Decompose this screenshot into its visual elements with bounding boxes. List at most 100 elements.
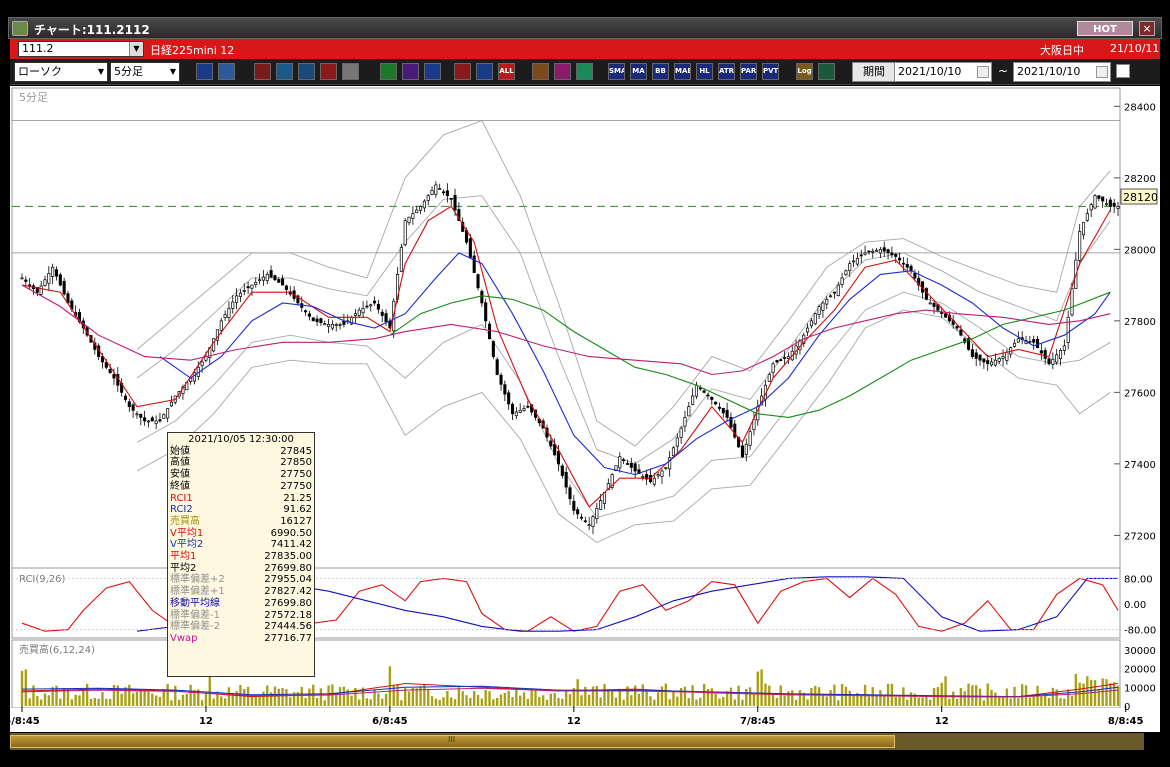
data-window-value: 6990.50 <box>270 527 312 539</box>
hot-button[interactable]: HOT <box>1077 21 1133 36</box>
volume-bar <box>327 685 330 706</box>
candle-body <box>231 301 235 309</box>
candle-body <box>913 273 917 279</box>
settings-icon[interactable] <box>532 63 549 80</box>
grip-icon[interactable]: III <box>448 735 456 744</box>
volume-bar <box>994 692 997 706</box>
candle2-icon[interactable] <box>476 63 493 80</box>
volume-bar <box>549 693 553 706</box>
candle-body <box>955 326 959 329</box>
date-to-input[interactable]: 2021/10/10 <box>1013 62 1111 82</box>
close-icon[interactable]: × <box>1139 21 1155 36</box>
period-button[interactable]: 期間 <box>852 62 896 82</box>
screen-icon[interactable] <box>818 63 835 80</box>
pencil-icon[interactable] <box>380 63 397 80</box>
atr-icon[interactable]: ATR <box>718 63 735 80</box>
hl-icon[interactable]: HL <box>696 63 713 80</box>
candle-body <box>154 420 158 425</box>
volume-bar <box>20 670 24 706</box>
candle-body <box>330 324 334 329</box>
mae-icon[interactable]: MAE <box>674 63 691 80</box>
candle-body <box>426 195 430 201</box>
symbol-select[interactable]: 111.2 ▼ <box>18 41 144 57</box>
volume-bar <box>810 687 813 706</box>
candle-body <box>622 459 626 462</box>
candle-body <box>829 295 833 298</box>
brush-icon[interactable] <box>554 63 571 80</box>
candle-body <box>51 266 55 277</box>
cursor-icon[interactable] <box>402 63 419 80</box>
candle-body <box>591 516 595 527</box>
candle-body <box>560 465 564 476</box>
candle-body <box>150 417 154 422</box>
volume-bar <box>258 695 261 706</box>
volume-bar <box>396 684 399 706</box>
sma-icon[interactable]: SMA <box>608 63 625 80</box>
pvt-icon[interactable]: PVT <box>762 63 779 80</box>
interval-select[interactable]: 5分足 ▼ <box>110 62 180 82</box>
candle-body <box>1012 342 1017 347</box>
grid-icon[interactable] <box>218 63 235 80</box>
calendar-icon[interactable] <box>977 66 989 78</box>
current-price-value: 28120 <box>1123 191 1158 204</box>
calendar-icon[interactable] <box>1096 66 1108 78</box>
bars-icon[interactable] <box>298 63 315 80</box>
candle-icon[interactable] <box>454 63 471 80</box>
volume-bar <box>741 699 744 706</box>
zoom-icon[interactable] <box>196 63 213 80</box>
ma-icon[interactable]: MA <box>630 63 647 80</box>
all-icon[interactable]: ALL <box>498 63 515 80</box>
candle-body <box>265 274 269 281</box>
volume-bar <box>564 691 568 706</box>
data-window-label: 売買高 <box>170 515 200 527</box>
data-window-value: 27444.56 <box>264 621 312 633</box>
volume-bar <box>438 699 441 706</box>
log-icon[interactable]: Log <box>796 63 813 80</box>
volume-bar <box>120 693 123 706</box>
volume-bar <box>254 694 257 706</box>
volume-bar <box>944 676 947 706</box>
disabled-icon[interactable] <box>342 63 359 80</box>
volume-bar <box>112 684 116 706</box>
chevron-down-icon[interactable]: ▼ <box>97 67 105 76</box>
volume-bar <box>411 688 415 706</box>
bb-icon[interactable]: BB <box>652 63 669 80</box>
chevron-down-icon[interactable]: ▼ <box>169 67 177 76</box>
candle-body <box>990 361 994 366</box>
candle-body <box>1070 288 1074 316</box>
candle-body <box>43 279 47 286</box>
arrow-down-icon[interactable] <box>254 63 271 80</box>
para-icon[interactable]: PARA <box>740 63 757 80</box>
candle-body <box>1016 338 1020 343</box>
candle-body <box>219 320 223 331</box>
horizontal-scrollbar[interactable]: III <box>10 733 1144 750</box>
scrollbar-thumb[interactable] <box>10 735 895 748</box>
data-window-row: 始値 27845 <box>170 446 312 458</box>
magnify-icon[interactable] <box>276 63 293 80</box>
chevron-down-icon[interactable]: ▼ <box>129 42 143 56</box>
cross-icon[interactable] <box>320 63 337 80</box>
data-window-row: 標準偏差-2 27444.56 <box>170 621 312 633</box>
data-window-row: 安値 27750 <box>170 469 312 481</box>
candle-body <box>526 405 530 408</box>
candle-body <box>135 413 139 416</box>
date-checkbox[interactable] <box>1116 64 1130 78</box>
data-window-row: 標準偏差-1 27572.18 <box>170 610 312 622</box>
candle-body <box>882 247 886 252</box>
volume-bar <box>929 699 932 706</box>
candle-body <box>664 467 668 469</box>
palette-icon[interactable] <box>576 63 593 80</box>
volume-bar <box>469 697 472 706</box>
volume-bar <box>522 692 526 706</box>
date-from-input[interactable]: 2021/10/10 <box>894 62 992 82</box>
candle-body <box>767 374 771 382</box>
arrow-icon[interactable] <box>424 63 441 80</box>
candle-body <box>679 427 683 438</box>
chart-type-select[interactable]: ローソク ▼ <box>14 62 108 82</box>
rci-tick-label: -80.00 <box>1124 626 1156 637</box>
reference-lines <box>12 120 1120 254</box>
volume-bar <box>197 689 200 706</box>
volume-bar <box>699 697 702 706</box>
data-window-row: 高値 27850 <box>170 457 312 469</box>
candle-body <box>859 254 863 257</box>
